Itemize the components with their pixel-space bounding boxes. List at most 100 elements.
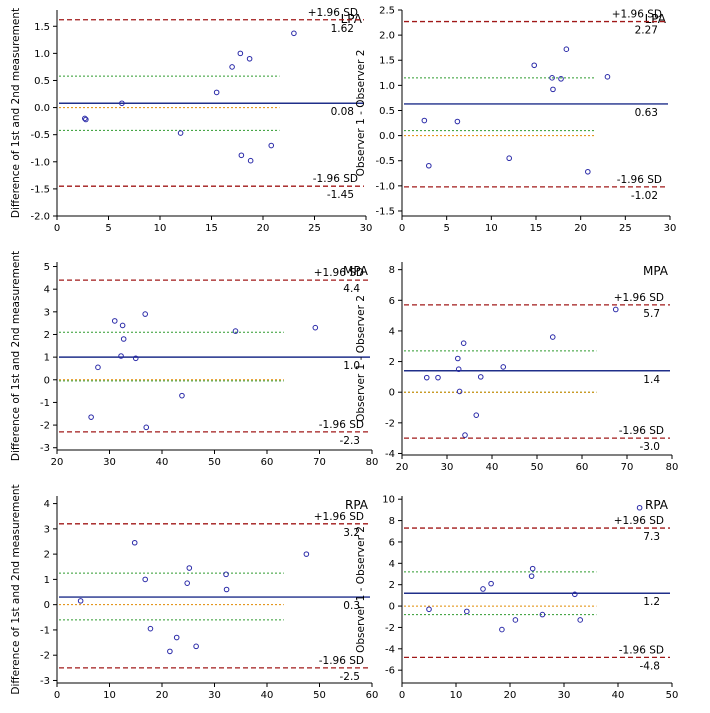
y-axis-label: Observer 1 - Observer 2 xyxy=(355,526,367,653)
y-tick-label: -2 xyxy=(385,418,395,429)
chart-title: RPA xyxy=(345,498,369,512)
mean-value: 0.08 xyxy=(331,106,354,118)
data-point xyxy=(456,388,463,395)
chart-title: MPA xyxy=(643,264,669,278)
y-tick-label: 0 xyxy=(389,388,395,399)
data-point xyxy=(550,86,556,93)
y-axis-label: Difference of 1st and 2nd measurement xyxy=(10,251,22,461)
y-tick-label: 0.0 xyxy=(379,131,395,142)
data-point xyxy=(291,30,297,37)
x-tick-label: 15 xyxy=(530,223,543,234)
lower-limit-value: -1.02 xyxy=(631,190,658,202)
chart-title: MPA xyxy=(343,264,369,278)
x-tick-label: 20 xyxy=(257,223,270,234)
data-point xyxy=(460,340,467,346)
x-tick-label: 60 xyxy=(366,690,379,701)
chart-panel-4: -4 -2 0 2 4 6 8 20 30 40 50 60 70 80 Observer 1 - Obse… xyxy=(355,262,678,473)
lower-limit-value: -4.8 xyxy=(640,660,661,672)
data-point xyxy=(142,311,148,317)
y-tick-label: 4 xyxy=(389,559,395,570)
upper-limit-name: +1.96 SD xyxy=(308,7,358,19)
y-tick-label: 4 xyxy=(44,499,50,510)
data-point xyxy=(82,115,88,122)
data-point xyxy=(143,424,150,431)
y-tick-label: -1 xyxy=(40,398,50,409)
y-tick-label: 0.5 xyxy=(379,106,395,117)
data-point xyxy=(118,353,124,359)
data-point xyxy=(531,62,538,69)
upper-limit-name: +1.96 SD xyxy=(612,9,662,21)
lower-limit-name: -1.96 SD xyxy=(619,425,664,437)
upper-limit-name: +1.96 SD xyxy=(614,515,664,527)
y-tick-label: -2 xyxy=(40,421,50,432)
y-tick-label: -6 xyxy=(385,666,395,677)
data-point xyxy=(426,162,432,169)
data-point xyxy=(120,336,127,342)
data-point xyxy=(499,626,505,633)
data-point xyxy=(426,606,432,613)
y-tick-label: 4 xyxy=(44,285,50,296)
x-tick-label: 10 xyxy=(450,690,463,701)
y-tick-label: -2 xyxy=(385,623,395,634)
data-point xyxy=(477,374,484,380)
y-tick-label: 0 xyxy=(389,602,395,613)
data-point xyxy=(500,364,507,370)
x-tick-label: 10 xyxy=(485,223,498,234)
upper-limit-value: 2.27 xyxy=(635,25,658,37)
data-point xyxy=(83,116,89,123)
data-point xyxy=(223,586,230,593)
x-tick-label: 70 xyxy=(621,462,634,473)
lower-limit-value: -2.5 xyxy=(340,671,361,683)
x-tick-label: 20 xyxy=(156,690,169,701)
y-axis-label: Observer 1 - Observer 2 xyxy=(355,295,367,422)
x-tick-label: 25 xyxy=(619,223,632,234)
mean-value: 1.0 xyxy=(343,360,360,372)
x-tick-label: 40 xyxy=(486,462,499,473)
data-point xyxy=(480,586,486,592)
x-tick-label: 30 xyxy=(103,457,116,468)
data-point xyxy=(455,355,461,362)
x-tick-label: 20 xyxy=(504,690,517,701)
y-tick-label: 3 xyxy=(44,524,50,535)
x-tick-label: 25 xyxy=(308,223,321,234)
data-point xyxy=(604,74,611,80)
data-point xyxy=(312,324,319,331)
x-tick-label: 20 xyxy=(574,223,587,234)
data-point xyxy=(177,130,184,136)
data-point xyxy=(577,617,584,623)
chart-panel-1: -2.0 -1.5 -1.0 -0.5 0.0 0.5 1.0 1.5 0 5 10 15 20 25 30… xyxy=(10,7,372,234)
lower-limit-name: -1.96 SD xyxy=(619,644,664,656)
chart-panel-3: -3 -2 -1 0 1 2 3 4 5 20 30 40 50 60 70 80 Difference of … xyxy=(10,251,378,468)
data-point xyxy=(184,580,190,586)
y-tick-label: 0 xyxy=(44,600,50,611)
lower-limit-value: -1.45 xyxy=(327,189,354,201)
data-point xyxy=(223,571,229,578)
data-point xyxy=(186,565,193,571)
y-tick-label: 5 xyxy=(44,262,50,273)
data-point xyxy=(167,648,173,655)
upper-limit-name: +1.96 SD xyxy=(314,511,364,523)
x-tick-label: 60 xyxy=(576,462,589,473)
data-point xyxy=(563,46,570,52)
chart-title: LPA xyxy=(645,12,667,26)
y-tick-label: -1.5 xyxy=(375,206,395,217)
x-tick-label: 30 xyxy=(208,690,221,701)
y-tick-label: 1 xyxy=(44,575,50,586)
chart-panel-2: -1.5 -1.0 -0.5 0.0 0.5 1.0 1.5 2.0 2.5 0 5 10 15 20 25… xyxy=(355,6,676,235)
y-tick-label: 4 xyxy=(389,326,395,337)
x-tick-label: 15 xyxy=(205,223,218,234)
mean-value: 0.3 xyxy=(343,600,360,612)
data-point xyxy=(549,334,556,340)
chart-title: LPA xyxy=(341,12,363,26)
y-tick-label: 10 xyxy=(382,495,395,506)
upper-limit-name: +1.96 SD xyxy=(614,292,664,304)
data-point xyxy=(179,392,185,399)
y-tick-label: -2.0 xyxy=(30,212,50,223)
data-point xyxy=(111,318,118,324)
lower-limit-name: -1.96 SD xyxy=(319,419,364,431)
data-point xyxy=(88,414,94,420)
x-tick-label: 50 xyxy=(313,690,326,701)
data-point xyxy=(421,117,428,124)
lower-limit-name: -1.96 SD xyxy=(313,173,358,185)
